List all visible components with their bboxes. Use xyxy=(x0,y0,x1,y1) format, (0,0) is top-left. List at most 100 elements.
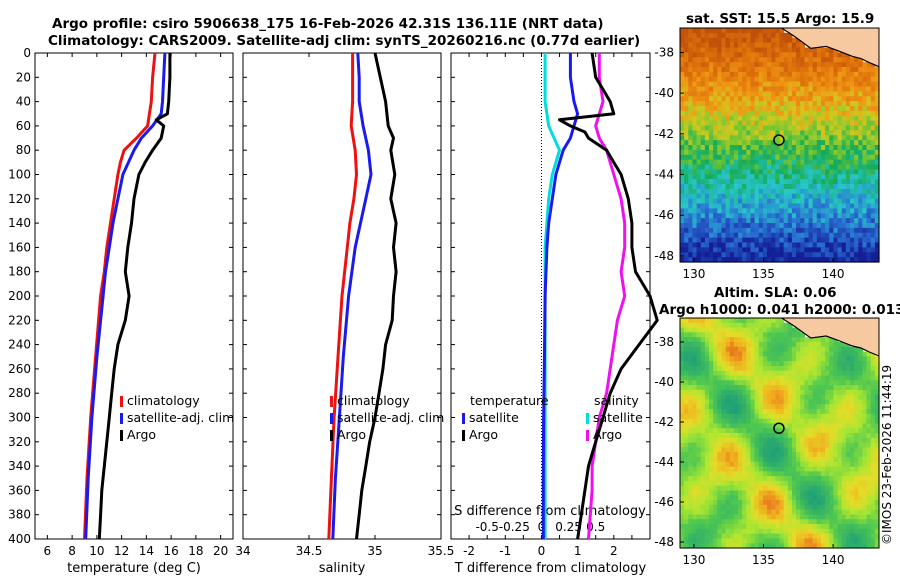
sst-heatmap-cells xyxy=(680,28,880,263)
temp-xtick-label: 20 xyxy=(213,544,228,558)
diff-series-t-argo xyxy=(558,52,659,540)
diff-legend-title-sal: salinity xyxy=(594,393,639,408)
temp-series-satellite-adj-clim xyxy=(84,52,167,540)
diff-xtick-label: 2 xyxy=(610,544,618,558)
sst-ytick-label: -46 xyxy=(654,208,674,222)
diff-s-tick-label: 0 xyxy=(538,520,546,534)
sla-xtick-label: 140 xyxy=(822,553,845,567)
temp-xtick-label: 8 xyxy=(68,544,76,558)
sla-heatmap-cells xyxy=(680,318,880,549)
sla-coastline xyxy=(781,317,880,357)
temp-xtick-label: 18 xyxy=(188,544,203,558)
sla-xtick-label: 130 xyxy=(682,553,705,567)
sal-legend-item-swatch xyxy=(330,396,333,407)
sla-ytick-label: -46 xyxy=(654,495,674,509)
temp-xlabel: temperature (deg C) xyxy=(67,561,201,576)
sst-ytick-label: -42 xyxy=(654,127,674,141)
sst-ytick-label: -40 xyxy=(654,86,674,100)
depth-tick-label: 0 xyxy=(23,46,31,60)
depth-tick-label: 20 xyxy=(16,70,31,84)
diff-legend-s-sat-swatch xyxy=(586,413,589,424)
temp-legend-item: climatology xyxy=(127,393,200,408)
sst-ytick-label: -38 xyxy=(654,45,674,59)
diff-legend-t-argo: Argo xyxy=(469,427,498,442)
temp-legend-item-swatch xyxy=(120,396,123,407)
diff-s-tick-label: -0.25 xyxy=(499,520,530,534)
diff-xtick-label: -2 xyxy=(463,544,475,558)
depth-tick-label: 180 xyxy=(8,265,31,279)
sst-coastline xyxy=(781,27,880,68)
sla-ytick-label: -48 xyxy=(654,535,674,549)
diff-series-t-sat-adj xyxy=(541,53,580,539)
temp-legend-item: satellite-adj. clim xyxy=(127,410,234,425)
diff-s-tick-label: -0.5 xyxy=(475,520,498,534)
diff-s-axis-label: S difference from climatology xyxy=(454,504,646,519)
diff-s-tick-label: 0.25 xyxy=(555,520,582,534)
temp-xtick-label: 14 xyxy=(139,544,154,558)
sst-ytick-label: -48 xyxy=(654,249,674,263)
sla-map-title: Altim. SLA: 0.06 xyxy=(714,285,837,301)
sla-ytick-label: -42 xyxy=(654,415,674,429)
sla-ytick-label: -38 xyxy=(654,335,674,349)
depth-tick-label: 120 xyxy=(8,192,31,206)
sst-ytick-label: -44 xyxy=(654,168,674,182)
sla-ytick-label: -40 xyxy=(654,375,674,389)
depth-tick-label: 360 xyxy=(8,483,31,497)
sal-legend-item-swatch xyxy=(330,413,333,424)
sal-legend-item: satellite-adj. clim xyxy=(337,410,444,425)
temp-legend-item: Argo xyxy=(127,427,156,442)
diff-xlabel: T difference from climatology xyxy=(454,561,647,576)
diff-legend-t-sat-swatch xyxy=(462,413,465,424)
sla-map-frame xyxy=(679,317,880,549)
diff-legend-s-sat: satellite xyxy=(593,410,643,425)
diff-xtick-label: -1 xyxy=(499,544,511,558)
sal-xlabel: salinity xyxy=(319,561,366,576)
sal-xtick-label: 34.5 xyxy=(296,544,323,558)
depth-tick-label: 200 xyxy=(8,289,31,303)
depth-tick-label: 140 xyxy=(8,216,31,230)
diff-xtick-label: 0 xyxy=(538,544,546,558)
depth-tick-label: 340 xyxy=(8,459,31,473)
temp-xtick-label: 12 xyxy=(114,544,129,558)
temp-legend-item-swatch xyxy=(120,430,123,441)
temp-plot-frame xyxy=(34,52,234,540)
temp-xtick-label: 10 xyxy=(89,544,104,558)
depth-tick-label: 80 xyxy=(16,143,31,157)
temp-legend-item-swatch xyxy=(120,413,123,424)
depth-tick-label: 380 xyxy=(8,508,31,522)
figure-title-line1: Argo profile: csiro 5906638_175 16-Feb-2… xyxy=(52,16,604,32)
sal-legend-item: climatology xyxy=(337,393,410,408)
sal-xtick-label: 35.5 xyxy=(428,544,455,558)
temp-xtick-label: 16 xyxy=(163,544,178,558)
diff-xtick-label: 1 xyxy=(574,544,582,558)
diff-legend-s-argo-swatch xyxy=(586,430,589,441)
depth-tick-label: 400 xyxy=(8,532,31,546)
depth-tick-label: 100 xyxy=(8,168,31,182)
diff-plot-frame xyxy=(450,52,651,540)
temp-series-argo xyxy=(97,53,172,540)
temp-xtick-label: 6 xyxy=(44,544,52,558)
sst-argo-marker xyxy=(773,134,785,146)
sal-legend-item-swatch xyxy=(330,430,333,441)
diff-legend-t-argo-swatch xyxy=(462,430,465,441)
sla-map-subtitle: Argo h1000: 0.041 h2000: 0.013 xyxy=(659,302,900,318)
sal-xtick-label: 35 xyxy=(367,544,382,558)
sal-series-satellite-adj-clim xyxy=(331,52,373,540)
sst-map-frame xyxy=(679,27,880,263)
sst-map-title: sat. SST: 15.5 Argo: 15.9 xyxy=(686,11,875,27)
sla-xtick-label: 135 xyxy=(752,553,775,567)
sal-series-climatology xyxy=(327,53,358,540)
sst-xtick-label: 140 xyxy=(822,267,845,281)
depth-tick-label: 280 xyxy=(8,386,31,400)
diff-legend-title-temp: temperature xyxy=(470,393,549,408)
diff-legend-s-argo: Argo xyxy=(593,427,622,442)
figure-title-line2: Climatology: CARS2009. Satellite-adj cli… xyxy=(48,33,641,49)
sst-xtick-label: 135 xyxy=(752,267,775,281)
sla-argo-marker xyxy=(773,422,785,434)
sst-xtick-label: 130 xyxy=(682,267,705,281)
sal-xtick-label: 34 xyxy=(235,544,250,558)
sal-legend-item: Argo xyxy=(337,427,366,442)
sal-series-argo xyxy=(355,52,398,540)
diff-legend-t-sat: satellite xyxy=(469,410,519,425)
